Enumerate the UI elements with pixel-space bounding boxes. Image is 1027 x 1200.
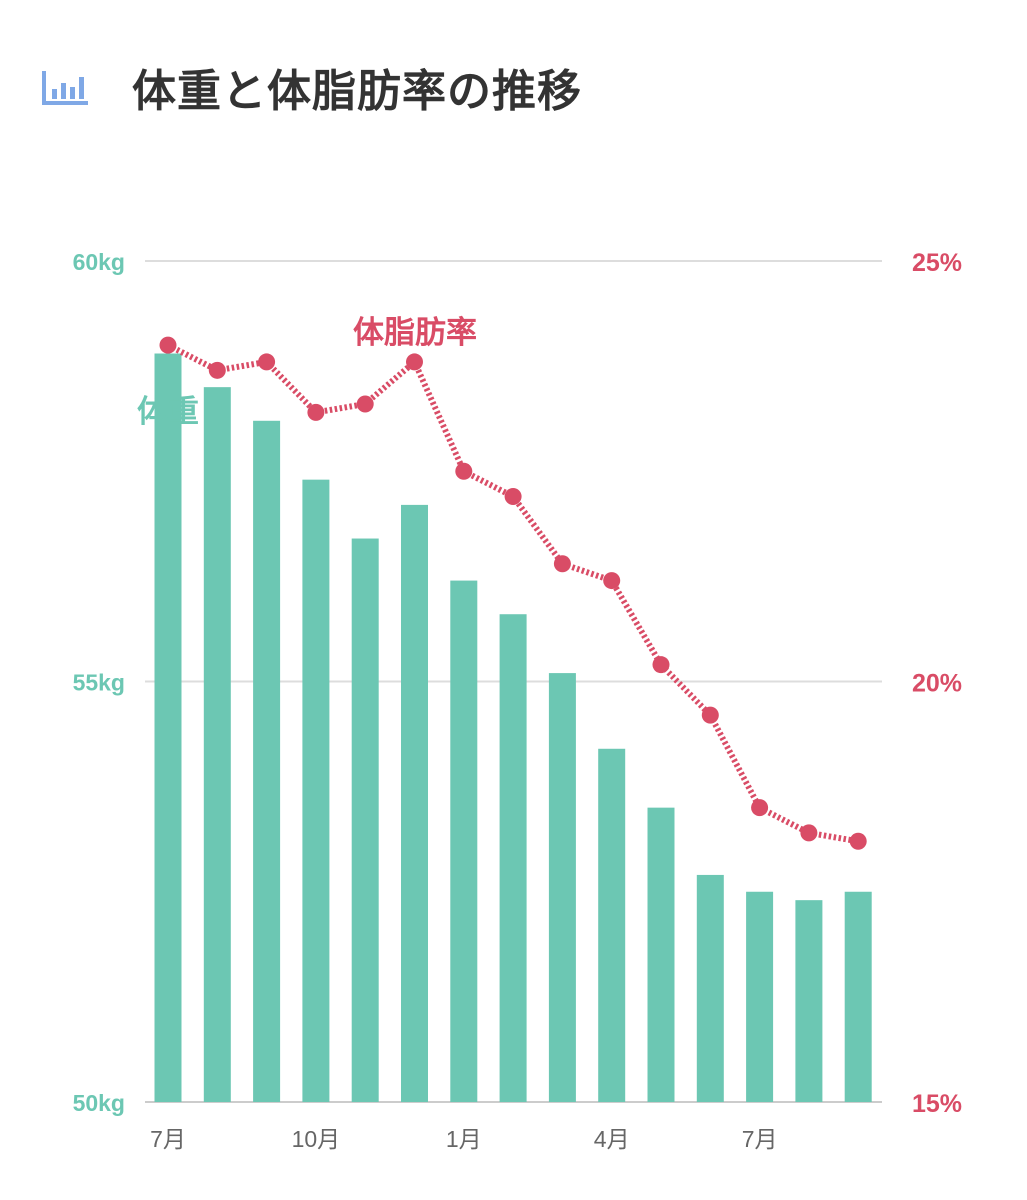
header: 体重と体脂肪率の推移 — [40, 52, 582, 122]
weight-bar — [548, 673, 576, 1102]
weight-bar — [253, 420, 281, 1102]
y-right-tick-label: 15% — [912, 1090, 962, 1118]
weight-bar — [696, 874, 724, 1102]
y-right-tick-label: 25% — [912, 249, 962, 277]
weight-bar — [351, 538, 379, 1102]
weight-bar — [302, 479, 330, 1102]
series-labels: 体重 体脂肪率 — [137, 315, 477, 430]
y-left-tick-label: 60kg — [73, 249, 125, 275]
axes: 60kg 25% 55kg 20% 50kg 15% 7月 10月 1月 4月 7月 — [73, 249, 962, 1152]
x-tick-label: 7月 — [742, 1126, 778, 1152]
fat-series-label: 体脂肪率 — [353, 315, 477, 351]
weight-bar — [499, 614, 527, 1102]
y-left-tick-label: 50kg — [73, 1090, 125, 1116]
weight-bar — [795, 900, 823, 1102]
fat-point — [849, 832, 867, 850]
weight-bar — [401, 504, 428, 1102]
fat-point — [504, 487, 522, 505]
x-tick-label: 7月 — [150, 1126, 186, 1152]
weight-bars — [154, 353, 872, 1102]
fat-points — [159, 336, 867, 850]
fat-point — [406, 353, 423, 371]
fat-point — [258, 353, 276, 371]
fat-point — [751, 799, 769, 817]
fat-point — [652, 656, 670, 674]
weight-bar — [598, 748, 626, 1102]
weight-series-label: 体重 — [137, 394, 199, 430]
fat-point — [455, 462, 473, 480]
bar-chart-icon — [42, 71, 88, 105]
weight-bar — [154, 353, 182, 1102]
weight-bar — [450, 580, 478, 1102]
fat-point — [208, 361, 226, 379]
weight-bar — [647, 807, 675, 1102]
x-tick-label: 10月 — [292, 1126, 341, 1152]
fat-point — [800, 824, 818, 842]
weight-bar — [203, 387, 231, 1102]
fat-point — [553, 555, 571, 573]
weight-bar — [746, 891, 774, 1102]
y-right-tick-label: 20% — [912, 670, 962, 698]
fat-point — [356, 395, 374, 413]
fat-point — [159, 336, 177, 354]
fat-point — [603, 572, 621, 590]
fat-point — [701, 706, 719, 724]
x-tick-label: 4月 — [594, 1126, 630, 1152]
fat-point — [307, 403, 325, 421]
x-tick-label: 1月 — [446, 1126, 482, 1152]
weight-bar — [844, 891, 872, 1102]
y-left-tick-label: 55kg — [73, 670, 125, 696]
page-title: 体重と体脂肪率の推移 — [132, 66, 582, 117]
